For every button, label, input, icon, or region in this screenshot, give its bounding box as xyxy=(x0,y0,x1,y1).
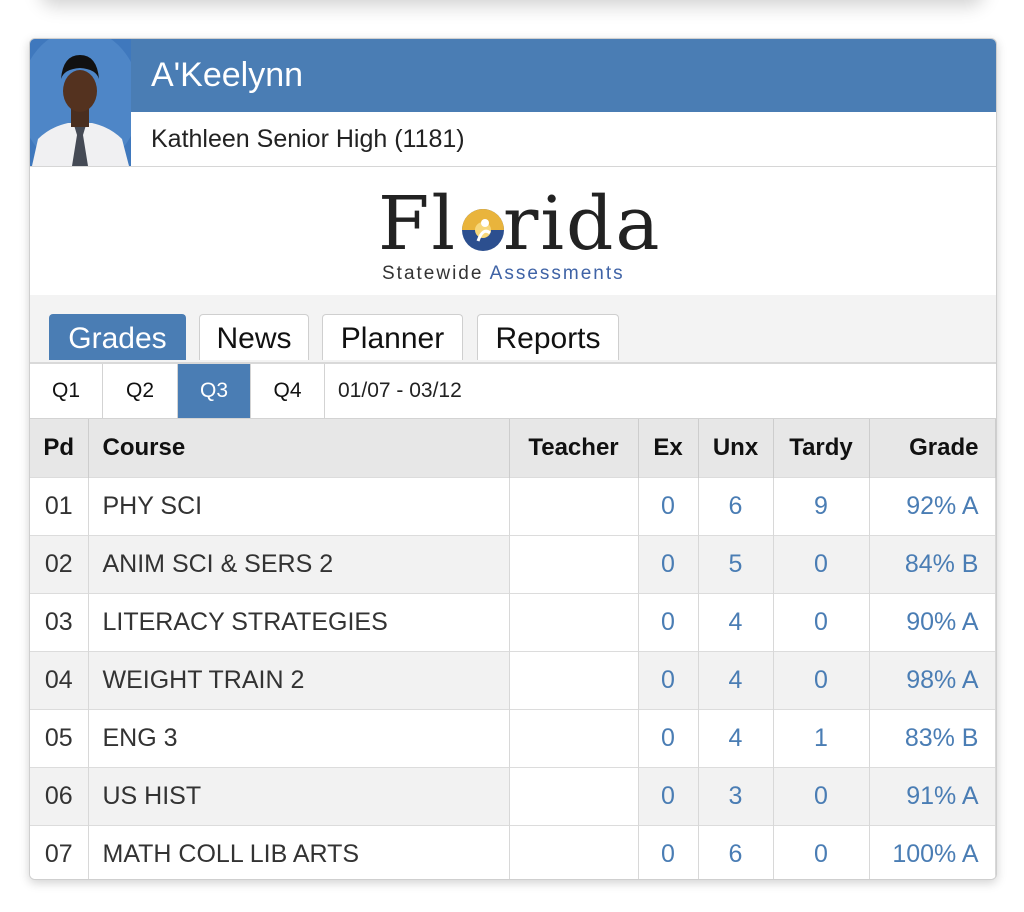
student-card: A'Keelynn Kathleen Senior High (1181) Fl… xyxy=(29,38,997,880)
quarter-q2[interactable]: Q2 xyxy=(103,364,178,418)
cell-grade[interactable]: 98% A xyxy=(869,651,996,710)
cell-ex[interactable]: 0 xyxy=(638,767,699,826)
tab-planner[interactable]: Planner xyxy=(322,314,463,360)
table-row[interactable]: 02 ANIM SCI & SERS 2 0 5 0 84% B xyxy=(30,535,996,594)
cell-tardy[interactable]: 0 xyxy=(773,535,870,594)
cell-unx[interactable]: 6 xyxy=(698,477,774,536)
cell-tardy[interactable]: 0 xyxy=(773,767,870,826)
table-row[interactable]: 04 WEIGHT TRAIN 2 0 4 0 98% A xyxy=(30,651,996,710)
table-row[interactable]: 05 ENG 3 0 4 1 83% B xyxy=(30,709,996,768)
table-row[interactable]: 01 PHY SCI 0 6 9 92% A xyxy=(30,477,996,536)
cell-course[interactable]: ANIM SCI & SERS 2 xyxy=(88,535,510,594)
cell-tardy[interactable]: 0 xyxy=(773,593,870,652)
cell-unx[interactable]: 4 xyxy=(698,593,774,652)
tab-news[interactable]: News xyxy=(199,314,309,360)
grades-table: Pd Course Teacher Ex Unx Tardy Grade 01 … xyxy=(30,419,996,879)
cell-tardy[interactable]: 0 xyxy=(773,825,870,879)
cell-grade[interactable]: 83% B xyxy=(869,709,996,768)
cell-teacher xyxy=(509,709,639,768)
header-ex[interactable]: Ex xyxy=(638,419,699,478)
logo-sun-icon xyxy=(462,209,504,251)
header-unx[interactable]: Unx xyxy=(698,419,774,478)
student-name: A'Keelynn xyxy=(131,39,996,112)
school-name: Kathleen Senior High (1181) xyxy=(131,112,996,166)
cell-ex[interactable]: 0 xyxy=(638,535,699,594)
cell-tardy[interactable]: 1 xyxy=(773,709,870,768)
logo-wordmark: Fl rida xyxy=(378,181,662,267)
cell-teacher xyxy=(509,593,639,652)
cell-course[interactable]: MATH COLL LIB ARTS xyxy=(88,825,510,879)
cell-course[interactable]: ENG 3 xyxy=(88,709,510,768)
cell-course[interactable]: LITERACY STRATEGIES xyxy=(88,593,510,652)
tab-reports[interactable]: Reports xyxy=(477,314,619,360)
cell-teacher xyxy=(509,535,639,594)
header-teacher[interactable]: Teacher xyxy=(509,419,639,478)
logo-subtitle: Statewide Assessments xyxy=(382,263,625,284)
student-header: A'Keelynn Kathleen Senior High (1181) xyxy=(30,39,996,167)
cell-unx[interactable]: 5 xyxy=(698,535,774,594)
cell-grade[interactable]: 100% A xyxy=(869,825,996,879)
cell-pd: 04 xyxy=(30,651,89,710)
cell-teacher xyxy=(509,477,639,536)
cell-grade[interactable]: 91% A xyxy=(869,767,996,826)
florida-logo: Fl rida Statewide Assessments xyxy=(30,167,996,295)
tab-grades[interactable]: Grades xyxy=(49,314,186,360)
cell-unx[interactable]: 3 xyxy=(698,767,774,826)
header-course[interactable]: Course xyxy=(88,419,510,478)
cell-teacher xyxy=(509,651,639,710)
cell-ex[interactable]: 0 xyxy=(638,477,699,536)
cell-teacher xyxy=(509,767,639,826)
cell-ex[interactable]: 0 xyxy=(638,709,699,768)
table-header-row: Pd Course Teacher Ex Unx Tardy Grade xyxy=(30,419,996,478)
cell-unx[interactable]: 6 xyxy=(698,825,774,879)
table-row[interactable]: 03 LITERACY STRATEGIES 0 4 0 90% A xyxy=(30,593,996,652)
table-row[interactable]: 07 MATH COLL LIB ARTS 0 6 0 100% A xyxy=(30,825,996,879)
cell-pd: 01 xyxy=(30,477,89,536)
cell-ex[interactable]: 0 xyxy=(638,825,699,879)
cell-pd: 05 xyxy=(30,709,89,768)
cell-tardy[interactable]: 0 xyxy=(773,651,870,710)
date-range: 01/07 - 03/12 xyxy=(338,379,462,402)
cell-course[interactable]: WEIGHT TRAIN 2 xyxy=(88,651,510,710)
quarter-q4[interactable]: Q4 xyxy=(251,364,325,418)
cell-ex[interactable]: 0 xyxy=(638,651,699,710)
cell-pd: 07 xyxy=(30,825,89,879)
cell-pd: 03 xyxy=(30,593,89,652)
main-tabs: Grades News Planner Reports xyxy=(30,295,996,364)
cell-pd: 06 xyxy=(30,767,89,826)
cell-teacher xyxy=(509,825,639,879)
student-photo xyxy=(30,39,131,166)
cell-course[interactable]: PHY SCI xyxy=(88,477,510,536)
cell-grade[interactable]: 92% A xyxy=(869,477,996,536)
quarter-q1[interactable]: Q1 xyxy=(30,364,103,418)
cell-unx[interactable]: 4 xyxy=(698,709,774,768)
cell-pd: 02 xyxy=(30,535,89,594)
header-pd[interactable]: Pd xyxy=(30,419,89,478)
cell-grade[interactable]: 90% A xyxy=(869,593,996,652)
header-grade[interactable]: Grade xyxy=(869,419,996,478)
cell-grade[interactable]: 84% B xyxy=(869,535,996,594)
cell-unx[interactable]: 4 xyxy=(698,651,774,710)
cell-ex[interactable]: 0 xyxy=(638,593,699,652)
quarter-selector: Q1 Q2 Q3 Q4 01/07 - 03/12 xyxy=(30,364,996,419)
cell-course[interactable]: US HIST xyxy=(88,767,510,826)
quarter-q3[interactable]: Q3 xyxy=(178,364,251,418)
table-row[interactable]: 06 US HIST 0 3 0 91% A xyxy=(30,767,996,826)
cell-tardy[interactable]: 9 xyxy=(773,477,870,536)
header-tardy[interactable]: Tardy xyxy=(773,419,870,478)
